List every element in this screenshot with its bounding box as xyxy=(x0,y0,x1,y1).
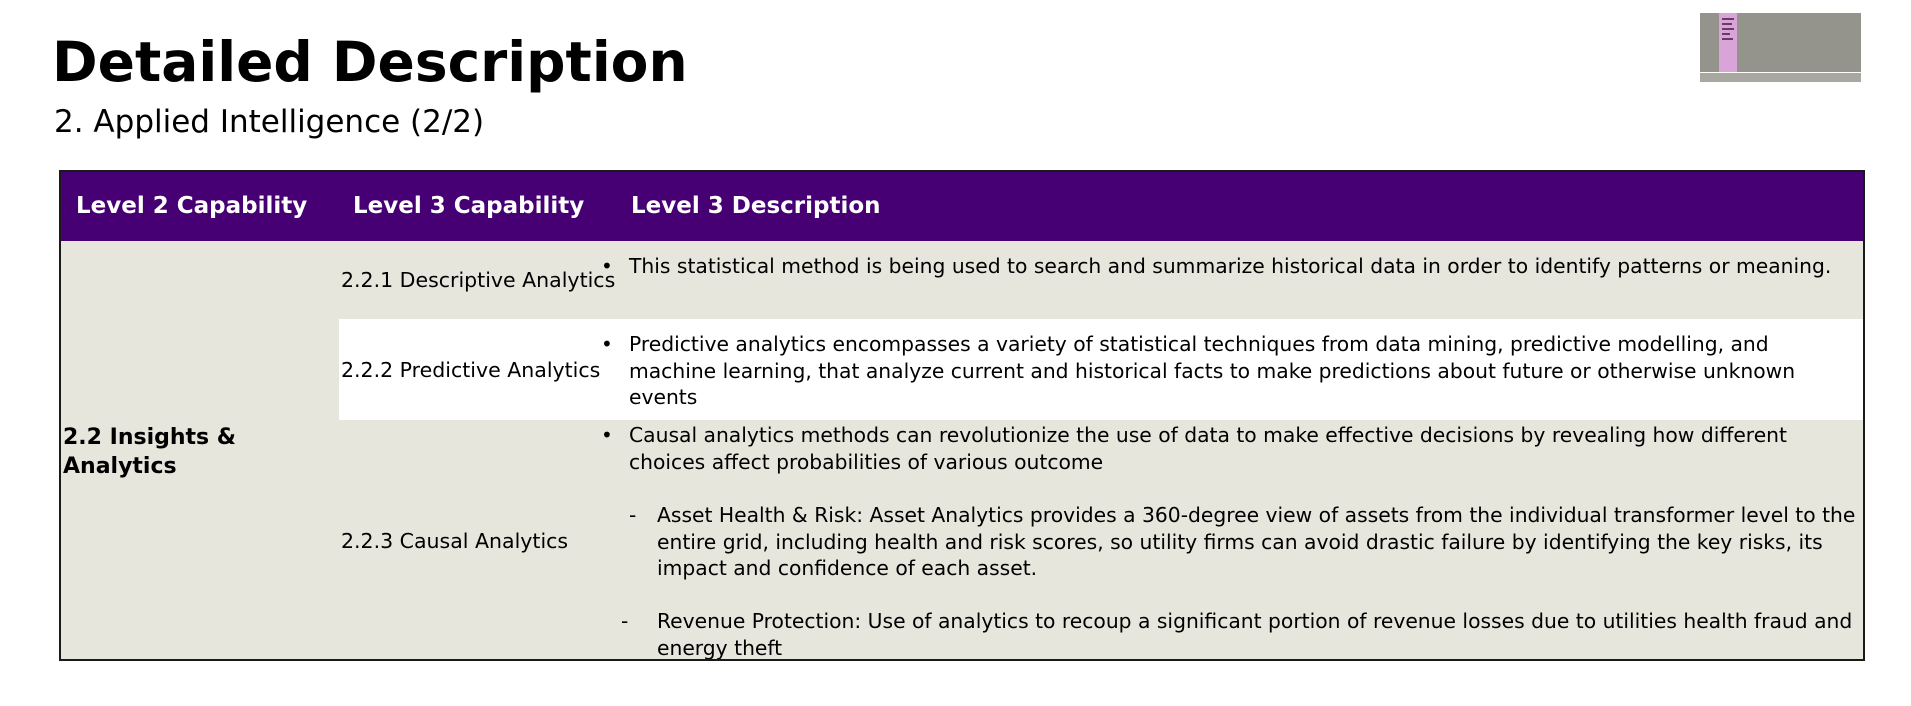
thumbnail-line xyxy=(1722,28,1734,30)
table-row: 2.2.3 Causal Analytics • Causal analytic… xyxy=(339,420,1863,660)
description-text: Causal analytics methods can revolutioni… xyxy=(629,423,1787,474)
sub-item: - Asset Health & Risk: Asset Analytics p… xyxy=(629,502,1863,582)
sub-item-text: Revenue Protection: Use of analytics to … xyxy=(657,609,1853,660)
bullet-marker: • xyxy=(601,423,613,447)
table-row: 2.2.2 Predictive Analytics • Predictive … xyxy=(339,319,1863,420)
slide-thumbnail xyxy=(1700,13,1861,83)
sub-item: - Revenue Protection: Use of analytics t… xyxy=(621,608,1863,660)
level3-description: • Causal analytics methods can revolutio… xyxy=(601,422,1861,475)
level3-description: • This statistical method is being used … xyxy=(601,253,1861,280)
thumbnail-line xyxy=(1722,23,1732,25)
level3-label: 2.2.2 Predictive Analytics xyxy=(341,358,601,382)
header-level3-description: Level 3 Description xyxy=(631,193,881,219)
dash-marker: - xyxy=(629,503,637,527)
thumbnail-line xyxy=(1722,38,1733,40)
header-level3-capability: Level 3 Capability xyxy=(353,193,585,219)
bullet-marker: • xyxy=(601,254,613,278)
capability-table: Level 2 Capability Level 3 Capability Le… xyxy=(59,170,1865,661)
bullet-marker: • xyxy=(601,332,613,356)
thumbnail-line xyxy=(1722,18,1734,20)
level3-description: • Predictive analytics encompasses a var… xyxy=(601,331,1861,411)
dash-marker: - xyxy=(621,609,629,633)
level3-label: 2.2.1 Descriptive Analytics xyxy=(341,268,616,292)
description-text: Predictive analytics encompasses a varie… xyxy=(629,332,1796,409)
header-level2-capability: Level 2 Capability xyxy=(76,193,308,219)
table-row: 2.2.1 Descriptive Analytics • This stati… xyxy=(339,241,1863,319)
sub-item-text: Asset Health & Risk: Asset Analytics pro… xyxy=(657,503,1856,580)
page-title: Detailed Description xyxy=(52,30,688,94)
table-header: Level 2 Capability Level 3 Capability Le… xyxy=(61,172,1863,241)
thumbnail-line xyxy=(1722,33,1730,35)
page-subtitle: 2. Applied Intelligence (2/2) xyxy=(54,104,485,140)
thumbnail-footer-bar xyxy=(1700,73,1861,82)
description-text: This statistical method is being used to… xyxy=(629,254,1832,278)
thumbnail-highlight xyxy=(1719,13,1737,72)
level2-cell: 2.2 Insights & Analytics xyxy=(61,241,339,659)
level3-label: 2.2.3 Causal Analytics xyxy=(341,529,569,553)
level2-label: 2.2 Insights & Analytics xyxy=(63,425,236,479)
